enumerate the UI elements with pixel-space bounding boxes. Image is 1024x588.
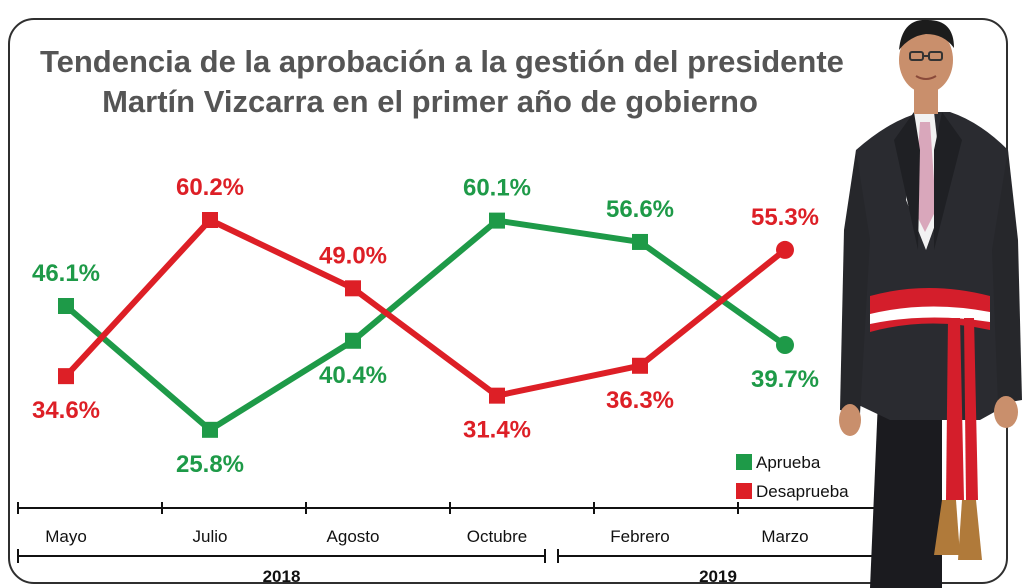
point-desaprueba-febrero — [632, 357, 648, 374]
data-label-desaprueba-mayo: 34.6% — [32, 397, 100, 424]
data-label-aprueba-febrero: 56.6% — [606, 196, 674, 223]
title-line-1: Tendencia de la aprobación a la gestión … — [40, 44, 844, 79]
point-desaprueba-octubre — [489, 387, 505, 404]
legend-swatch-desaprueba — [736, 483, 752, 499]
chart-title: Tendencia de la aprobación a la gestión … — [40, 42, 844, 122]
data-label-desaprueba-julio: 60.2% — [176, 174, 244, 201]
point-aprueba-marzo — [776, 336, 794, 355]
title-line-2: Martín Vizcarra en el primer año de gobi… — [102, 84, 758, 119]
point-aprueba-mayo — [58, 298, 74, 314]
x-tick-label-mayo: Mayo — [45, 527, 87, 546]
president-photo — [839, 19, 1022, 588]
data-label-desaprueba-febrero: 36.3% — [606, 387, 674, 414]
data-label-desaprueba-octubre: 31.4% — [463, 417, 531, 444]
point-desaprueba-julio — [202, 212, 218, 228]
point-aprueba-agosto — [345, 332, 361, 349]
point-desaprueba-mayo — [58, 368, 74, 385]
year-label-2019: 2019 — [699, 567, 737, 586]
point-aprueba-julio — [202, 421, 218, 438]
data-label-aprueba-julio: 25.8% — [176, 451, 244, 478]
x-tick-label-julio: Julio — [193, 527, 228, 546]
data-label-desaprueba-marzo: 55.3% — [751, 204, 819, 231]
legend-label-aprueba: Aprueba — [756, 453, 821, 472]
x-tick-label-febrero: Febrero — [610, 527, 670, 546]
year-label-2018: 2018 — [263, 567, 301, 586]
data-label-aprueba-marzo: 39.7% — [751, 366, 819, 393]
data-label-aprueba-mayo: 46.1% — [32, 260, 100, 287]
point-desaprueba-marzo — [776, 240, 794, 259]
point-aprueba-febrero — [632, 233, 648, 250]
legend-swatch-aprueba — [736, 454, 752, 470]
point-aprueba-octubre — [489, 212, 505, 229]
x-tick-label-marzo: Marzo — [761, 527, 808, 546]
data-label-desaprueba-agosto: 49.0% — [319, 242, 387, 269]
series-line-aprueba — [64, 217, 787, 433]
legend-label-desaprueba: Desaprueba — [756, 482, 849, 501]
series-line-desaprueba — [63, 217, 787, 399]
point-desaprueba-agosto — [345, 280, 361, 297]
data-label-aprueba-agosto: 40.4% — [319, 362, 387, 389]
x-tick-label-octubre: Octubre — [467, 527, 527, 546]
data-label-aprueba-octubre: 60.1% — [463, 175, 531, 202]
x-tick-label-agosto: Agosto — [327, 527, 380, 546]
